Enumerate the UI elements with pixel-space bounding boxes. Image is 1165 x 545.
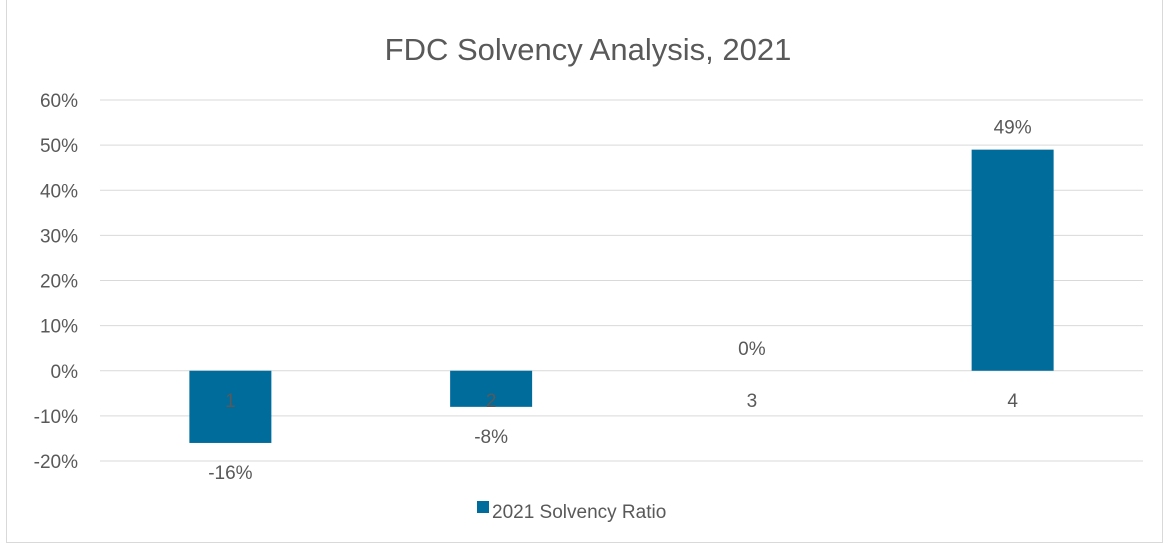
legend-label: 2021 Solvency Ratio	[492, 502, 666, 523]
data-labels: -16% -8% 0% 49%	[208, 118, 1032, 484]
y-tick-label: 30%	[40, 226, 78, 247]
category-label: 3	[747, 391, 758, 412]
y-tick-label: 40%	[40, 181, 78, 202]
y-tick-label: 50%	[40, 136, 78, 157]
y-tick-label: 60%	[40, 91, 78, 112]
bar	[971, 149, 1054, 371]
y-tick-label: 10%	[40, 317, 78, 338]
data-label: -8%	[474, 427, 508, 448]
data-label: 0%	[738, 339, 766, 360]
chart-frame	[6, 0, 1163, 543]
chart-title: FDC Solvency Analysis, 2021	[385, 32, 792, 67]
legend: 2021 Solvency Ratio	[477, 501, 666, 523]
y-tick-label: -10%	[34, 407, 78, 428]
y-tick-label: -20%	[34, 452, 78, 473]
y-axis-ticks: 60% 50% 40% 30% 20% 10% 0% -10% -20%	[34, 91, 78, 473]
y-tick-label: 0%	[51, 362, 79, 383]
data-label: -16%	[208, 463, 252, 484]
category-label: 1	[225, 391, 236, 412]
category-label: 2	[486, 391, 497, 412]
bar	[189, 370, 272, 443]
category-labels: 1 2 3 4	[225, 391, 1018, 412]
bars	[189, 149, 1054, 443]
bar	[450, 370, 533, 407]
data-label: 49%	[994, 118, 1032, 139]
y-tick-label: 20%	[40, 272, 78, 293]
gridlines	[100, 99, 1143, 462]
category-label: 4	[1007, 391, 1018, 412]
legend-swatch	[477, 501, 489, 513]
